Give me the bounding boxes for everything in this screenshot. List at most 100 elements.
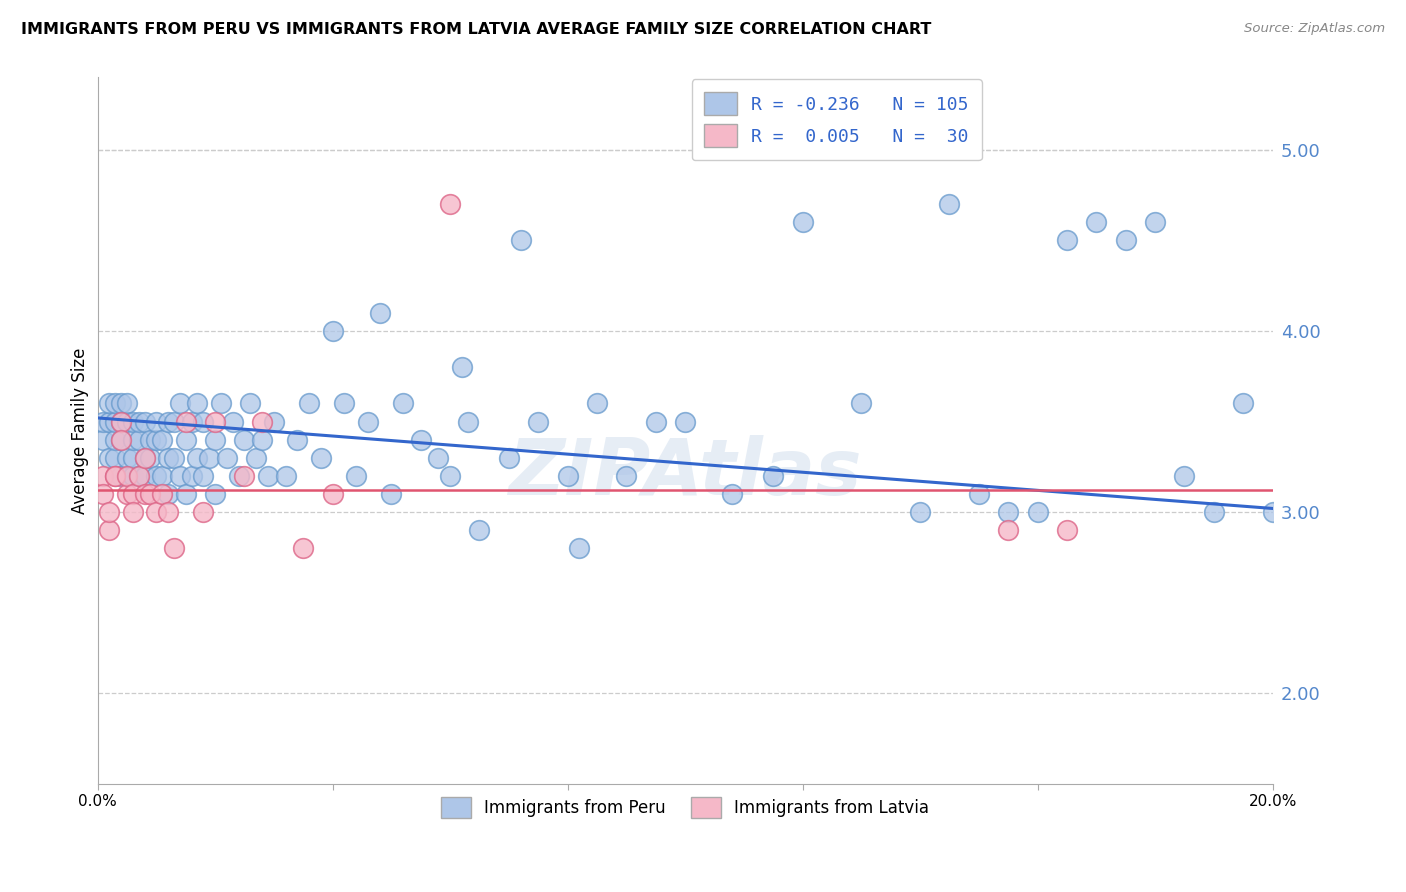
Point	[134, 415, 156, 429]
Point	[104, 468, 127, 483]
Point	[762, 468, 785, 483]
Point	[193, 468, 215, 483]
Text: IMMIGRANTS FROM PERU VS IMMIGRANTS FROM LATVIA AVERAGE FAMILY SIZE CORRELATION C: IMMIGRANTS FROM PERU VS IMMIGRANTS FROM …	[21, 22, 931, 37]
Point	[115, 487, 138, 501]
Point	[1056, 234, 1078, 248]
Point	[1173, 468, 1195, 483]
Point	[285, 433, 308, 447]
Point	[186, 450, 208, 465]
Point	[115, 396, 138, 410]
Point	[145, 433, 167, 447]
Point	[222, 415, 245, 429]
Point	[98, 505, 121, 519]
Point	[233, 468, 256, 483]
Point	[104, 468, 127, 483]
Point	[380, 487, 402, 501]
Point	[1085, 215, 1108, 229]
Point	[145, 468, 167, 483]
Point	[93, 468, 115, 483]
Point	[721, 487, 744, 501]
Point	[568, 541, 591, 556]
Point	[997, 523, 1019, 537]
Point	[439, 197, 461, 211]
Point	[292, 541, 315, 556]
Point	[121, 415, 143, 429]
Point	[110, 415, 132, 429]
Point	[1144, 215, 1167, 229]
Point	[150, 487, 173, 501]
Point	[233, 433, 256, 447]
Point	[104, 433, 127, 447]
Point	[644, 415, 666, 429]
Point	[851, 396, 873, 410]
Point	[104, 396, 127, 410]
Point	[115, 450, 138, 465]
Point	[128, 433, 150, 447]
Point	[134, 450, 156, 465]
Point	[344, 468, 367, 483]
Point	[1026, 505, 1049, 519]
Point	[157, 505, 180, 519]
Point	[110, 396, 132, 410]
Point	[169, 396, 191, 410]
Point	[274, 468, 297, 483]
Point	[322, 324, 344, 338]
Point	[1056, 523, 1078, 537]
Point	[134, 468, 156, 483]
Point	[333, 396, 356, 410]
Legend: Immigrants from Peru, Immigrants from Latvia: Immigrants from Peru, Immigrants from La…	[434, 790, 936, 825]
Point	[139, 450, 162, 465]
Text: Source: ZipAtlas.com: Source: ZipAtlas.com	[1244, 22, 1385, 36]
Y-axis label: Average Family Size: Average Family Size	[72, 347, 89, 514]
Point	[198, 450, 221, 465]
Point	[98, 415, 121, 429]
Point	[134, 487, 156, 501]
Point	[115, 415, 138, 429]
Point	[150, 468, 173, 483]
Point	[498, 450, 520, 465]
Point	[209, 396, 232, 410]
Point	[163, 541, 186, 556]
Point	[298, 396, 321, 410]
Point	[673, 415, 696, 429]
Point	[157, 487, 180, 501]
Point	[250, 415, 273, 429]
Point	[309, 450, 332, 465]
Point	[204, 415, 226, 429]
Point	[1261, 505, 1284, 519]
Point	[450, 360, 472, 375]
Point	[121, 487, 143, 501]
Point	[134, 450, 156, 465]
Point	[997, 505, 1019, 519]
Text: ZIPAtlas: ZIPAtlas	[509, 435, 862, 511]
Point	[457, 415, 479, 429]
Point	[245, 450, 267, 465]
Point	[468, 523, 491, 537]
Point	[174, 487, 197, 501]
Point	[186, 396, 208, 410]
Point	[115, 468, 138, 483]
Point	[115, 468, 138, 483]
Point	[139, 487, 162, 501]
Point	[409, 433, 432, 447]
Point	[121, 505, 143, 519]
Point	[1202, 505, 1225, 519]
Point	[509, 234, 531, 248]
Point	[215, 450, 238, 465]
Point	[228, 468, 250, 483]
Point	[1115, 234, 1137, 248]
Point	[239, 396, 262, 410]
Point	[93, 415, 115, 429]
Point	[527, 415, 550, 429]
Point	[204, 487, 226, 501]
Point	[150, 433, 173, 447]
Point	[586, 396, 609, 410]
Point	[392, 396, 415, 410]
Point	[110, 415, 132, 429]
Point	[257, 468, 280, 483]
Point	[98, 523, 121, 537]
Point	[1232, 396, 1254, 410]
Point	[121, 433, 143, 447]
Point	[145, 415, 167, 429]
Point	[98, 396, 121, 410]
